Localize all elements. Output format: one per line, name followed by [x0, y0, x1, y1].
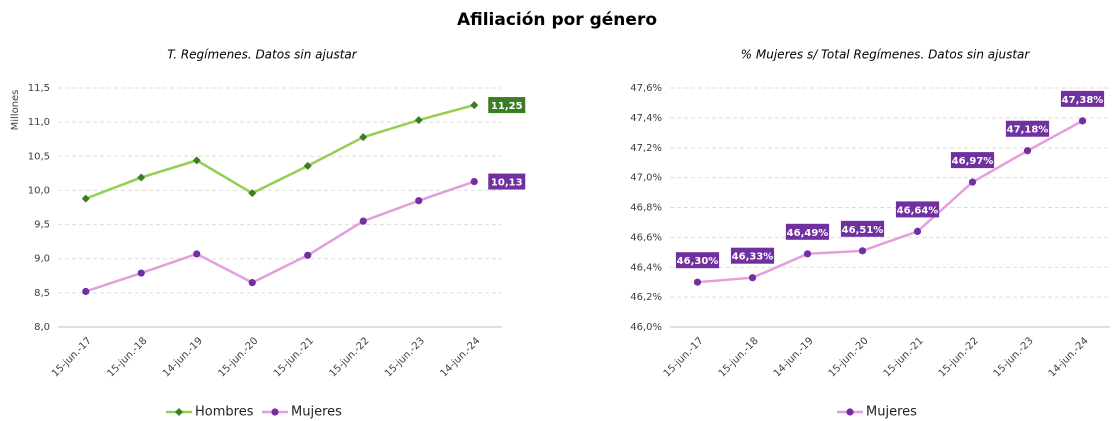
y-tick-label: 46,2%: [630, 292, 662, 303]
marker: [913, 227, 922, 235]
marker: [748, 274, 757, 282]
marker: [303, 161, 312, 170]
marker: [803, 250, 812, 258]
y-tick-label: 46,4%: [630, 262, 662, 273]
y-tick-label: 46,6%: [630, 232, 662, 243]
marker: [858, 247, 867, 255]
y-tick-label: 9,0: [34, 254, 50, 265]
value-label-box: [730, 247, 775, 264]
value-label-box: [840, 220, 885, 237]
marker: [137, 269, 145, 277]
value-label: 10,13: [491, 178, 523, 189]
y-tick-label: 47,0%: [630, 173, 662, 184]
line: [697, 119, 1084, 284]
marker: [304, 251, 312, 259]
value-label: 46,64%: [897, 205, 939, 216]
y-tick-label: 47,4%: [630, 113, 662, 124]
value-label: 11,25: [491, 101, 523, 112]
x-tick-label: 14-jun.-24: [1047, 335, 1091, 379]
marker: [359, 133, 368, 142]
chart-subtitle: % Mujeres s/ Total Regímenes. Datos sin …: [741, 48, 1031, 62]
marker: [846, 408, 854, 416]
x-tick-label: 15-jun.-23: [383, 335, 427, 379]
y-tick-label: 46,8%: [630, 203, 662, 214]
legend-label: Mujeres: [291, 405, 342, 420]
x-tick-label: 14-jun.-19: [772, 335, 816, 379]
chart-subtitle: T. Regímenes. Datos sin ajustar: [167, 48, 357, 62]
value-label-box: [895, 201, 940, 218]
y-tick-label: 9,5: [34, 220, 50, 231]
value-label-box: [950, 152, 995, 169]
marker: [271, 408, 279, 416]
marker: [248, 189, 257, 198]
marker: [193, 250, 201, 258]
x-tick-label: 15-jun.-21: [272, 335, 316, 379]
marker: [137, 173, 146, 182]
legend-label: Hombres: [195, 405, 254, 420]
y-tick-label: 47,6%: [630, 83, 662, 94]
value-label-box: [675, 252, 720, 269]
marker: [82, 287, 90, 296]
x-tick-label: 14-jun.-19: [161, 335, 205, 379]
marker: [470, 177, 478, 186]
marker: [414, 116, 423, 125]
line: [85, 180, 475, 293]
x-tick-label: 15-jun.-18: [105, 335, 149, 379]
value-label-box: [785, 223, 830, 240]
marker: [359, 217, 367, 225]
legend-label: Mujeres: [866, 405, 917, 420]
x-tick-label: 15-jun.-23: [992, 335, 1036, 379]
marker: [1078, 117, 1087, 125]
value-label: 46,97%: [952, 156, 994, 167]
value-label-box: [488, 97, 526, 114]
x-tick-label: 15-jun.-20: [827, 335, 871, 379]
marker: [1023, 147, 1032, 155]
y-tick-label: 8,0: [34, 322, 50, 333]
y-tick-label: 11,5: [28, 83, 50, 94]
value-label: 46,30%: [677, 256, 719, 267]
y-tick-label: 46,0%: [630, 322, 662, 333]
y-tick-label: 8,5: [34, 288, 50, 299]
x-tick-label: 15-jun.-17: [662, 335, 706, 379]
marker: [470, 101, 479, 110]
value-label: 46,33%: [732, 252, 774, 263]
x-tick-label: 15-jun.-18: [717, 335, 761, 379]
x-tick-label: 15-jun.-22: [937, 335, 981, 379]
value-label: 46,51%: [842, 225, 884, 236]
value-label: 47,18%: [1007, 125, 1049, 136]
value-label-box: [1060, 90, 1105, 107]
value-label: 46,49%: [787, 228, 829, 239]
value-label: 47,38%: [1062, 95, 1104, 106]
x-tick-label: 15-jun.-21: [882, 335, 926, 379]
x-tick-label: 15-jun.-17: [50, 335, 94, 379]
y-tick-label: 47,2%: [630, 143, 662, 154]
x-tick-label: 15-jun.-20: [216, 335, 260, 379]
marker: [192, 156, 201, 165]
marker: [693, 278, 702, 286]
marker: [415, 197, 423, 205]
y-tick-label: 10,5: [28, 151, 50, 162]
marker: [248, 279, 256, 287]
y-tick-label: 11,0: [28, 117, 50, 128]
y-tick-label: 10,0: [28, 185, 50, 196]
x-tick-label: 15-jun.-22: [327, 335, 371, 379]
page-title: Afiliación por género: [457, 10, 657, 30]
value-label-box: [488, 173, 526, 190]
marker: [175, 408, 183, 416]
y-axis-label: Millones: [10, 90, 21, 131]
value-label-box: [1005, 120, 1050, 137]
line: [85, 103, 475, 200]
x-tick-label: 14-jun.-24: [438, 335, 482, 379]
marker: [968, 178, 977, 186]
marker: [81, 194, 90, 203]
